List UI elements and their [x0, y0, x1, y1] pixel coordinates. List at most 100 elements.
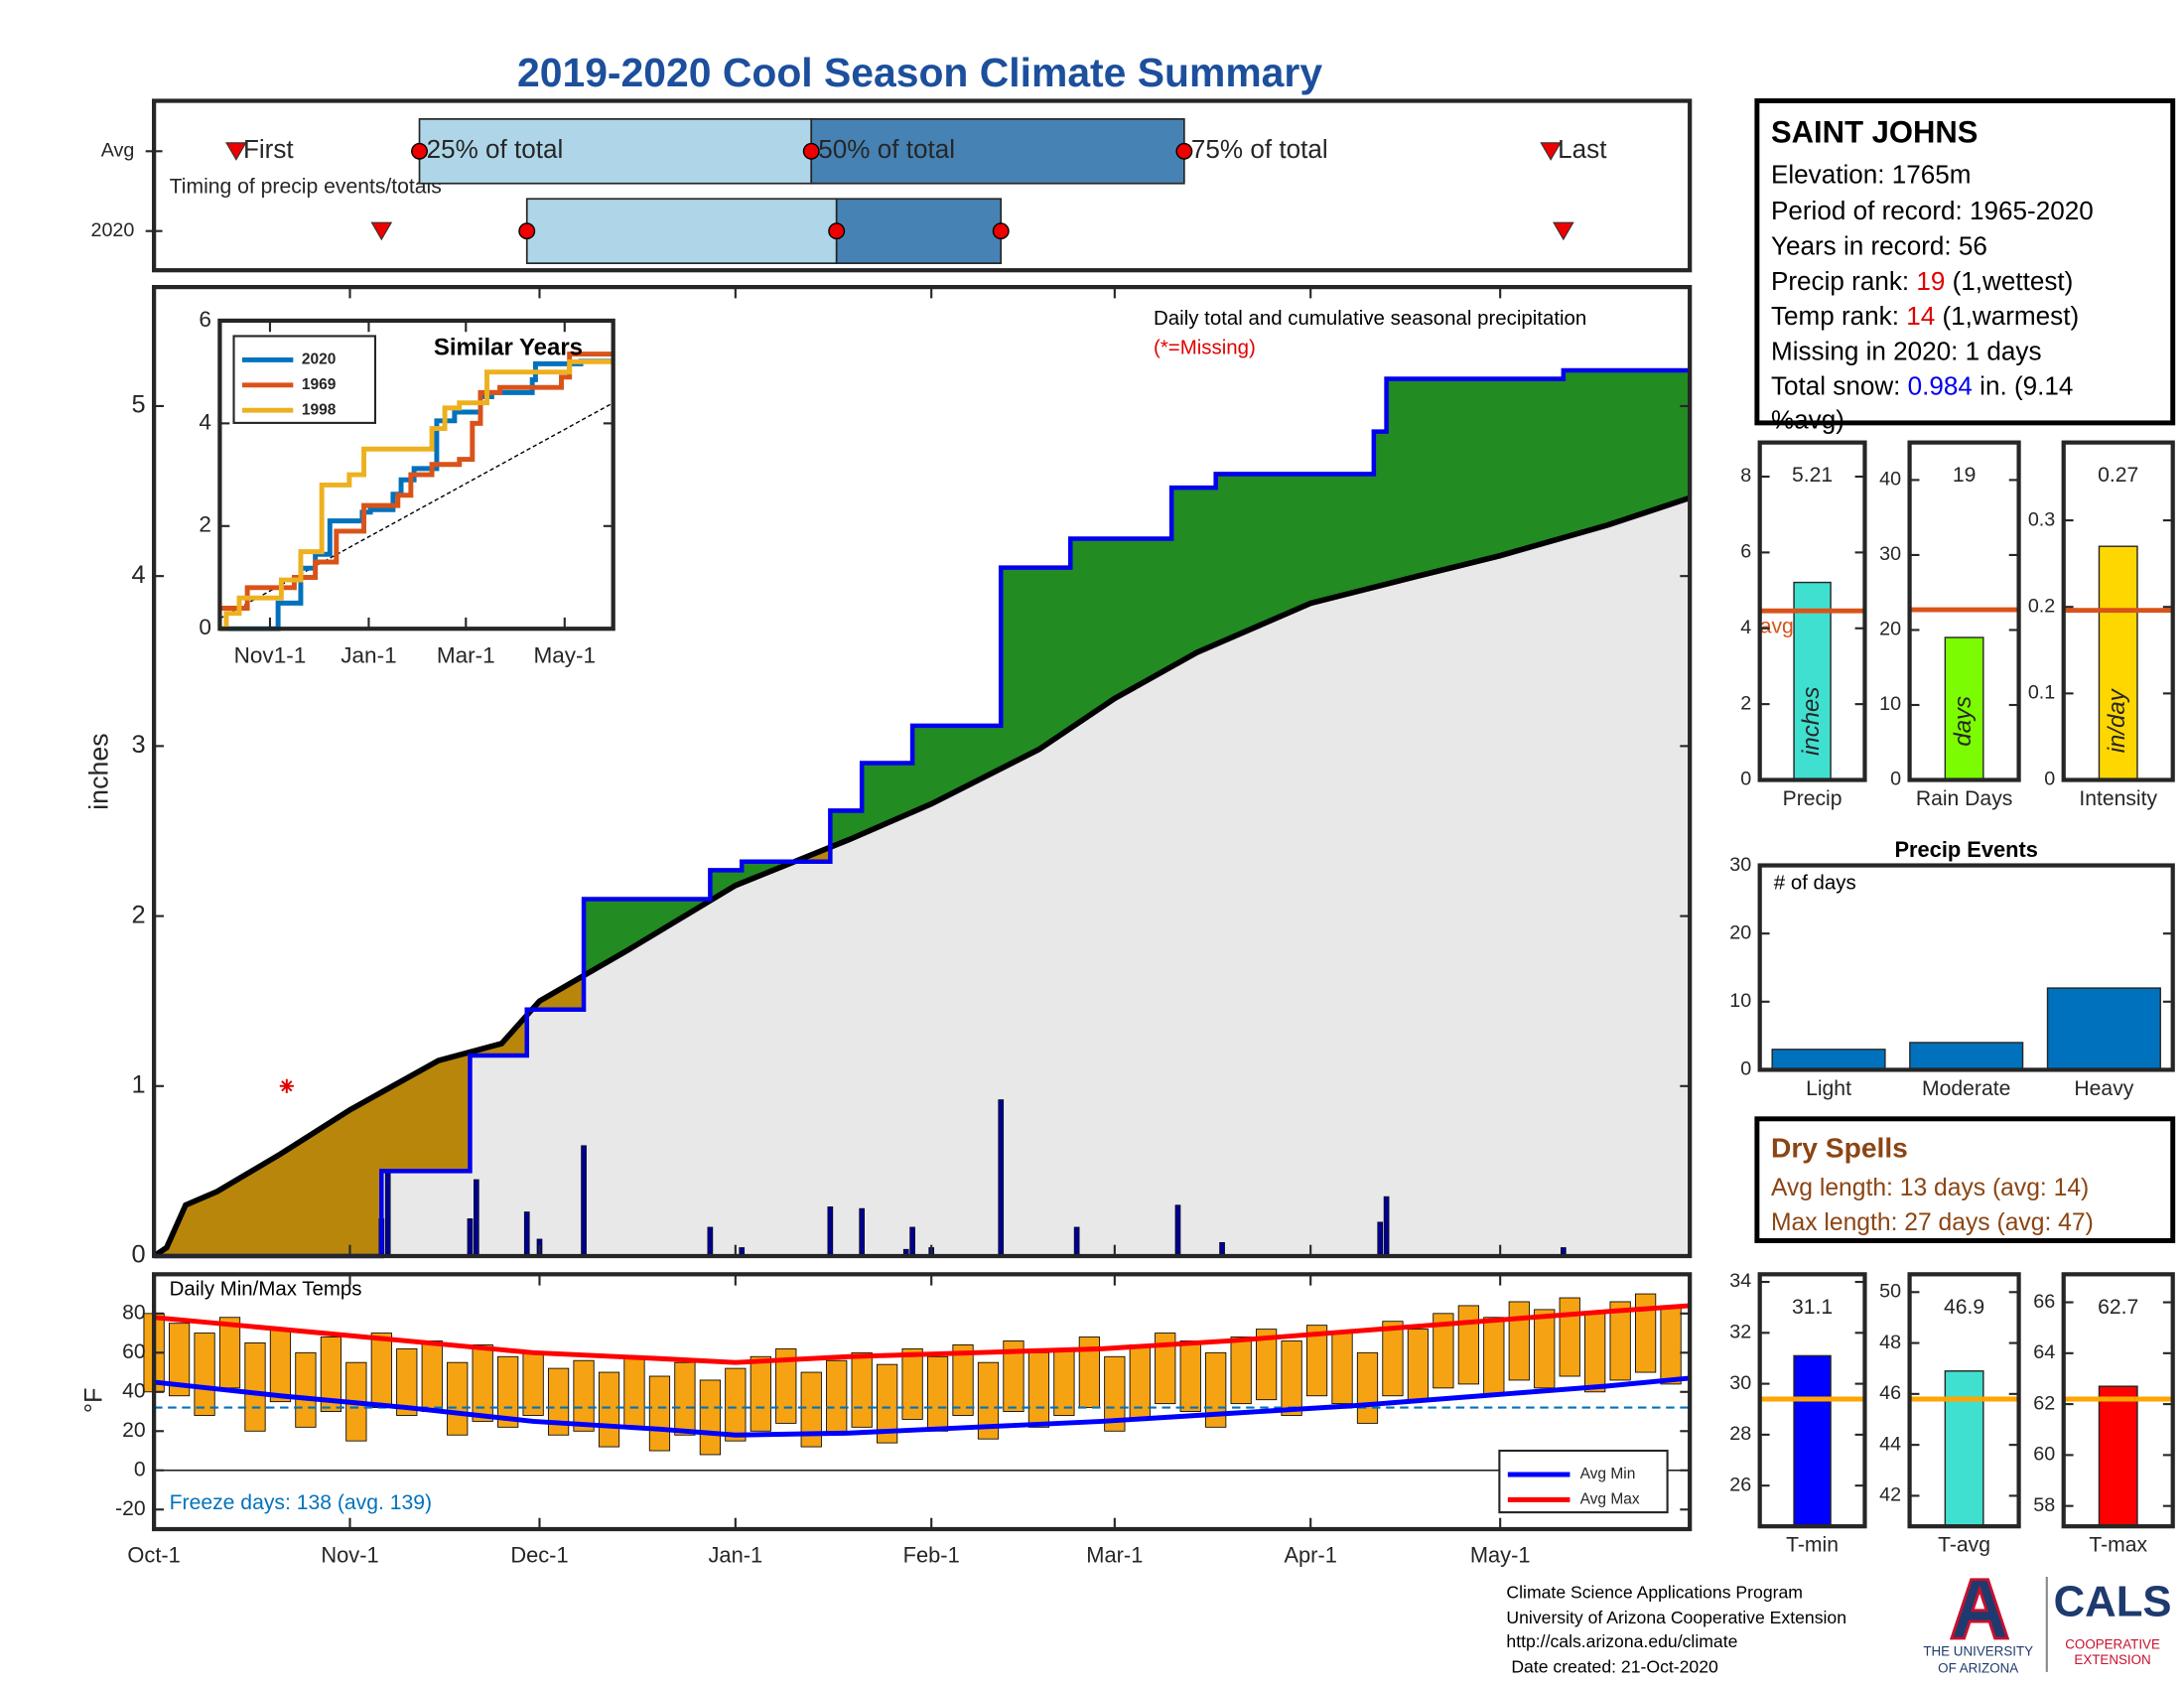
y-tick-label: 3 — [132, 731, 146, 759]
main-title: 2019-2020 Cool Season Climate Summary — [517, 50, 1322, 95]
category-label: Rain Days — [1916, 787, 2013, 810]
quartile-box — [835, 198, 1003, 264]
ua-logo — [1949, 1578, 2010, 1640]
daily-temp-bar — [1483, 1317, 1505, 1397]
panel-frame — [217, 318, 615, 632]
daily-temp-bar — [1078, 1336, 1100, 1409]
rank-value: 14 — [1906, 301, 1935, 331]
daily-temp-bar — [1559, 1297, 1580, 1377]
logo-text: OF ARIZONA — [1938, 1661, 2018, 1676]
x-tick-label: Nov-1 — [321, 1542, 378, 1567]
missing-marker — [279, 1078, 294, 1093]
y-tick-label: 50 — [1879, 1281, 1901, 1303]
quartile-marker — [992, 222, 1010, 240]
event-marker — [225, 142, 247, 161]
daily-temp-bar — [396, 1347, 418, 1416]
category-label: T-max — [2089, 1534, 2147, 1557]
daily-temp-bar — [1382, 1321, 1404, 1397]
y-tick-label: 4 — [199, 409, 211, 434]
daily-temp-bar — [851, 1351, 873, 1428]
daily-temp-bar — [1179, 1340, 1201, 1412]
bar — [1793, 581, 1832, 781]
y-tick-label: 46 — [1879, 1382, 1901, 1404]
daily-precip-bar — [467, 1218, 474, 1257]
category-label: T-avg — [1938, 1534, 1990, 1557]
info-line: Elevation: 1765m — [1771, 160, 1972, 190]
row-label: 2020 — [90, 219, 134, 241]
daily-temp-bar — [1155, 1333, 1176, 1405]
y-tick-label: 2 — [1740, 692, 1751, 714]
y-tick-label: 42 — [1879, 1484, 1901, 1506]
bar — [1909, 1042, 2024, 1071]
y-tick-label: 40 — [122, 1379, 146, 1402]
daily-temp-bar — [877, 1363, 898, 1444]
x-tick-label: Nov1-1 — [234, 642, 307, 667]
y-axis-label: inches — [84, 733, 114, 809]
y-tick-label: 0.3 — [2028, 508, 2055, 530]
quartile-marker — [411, 142, 428, 160]
daily-temp-bar — [522, 1351, 544, 1416]
y-tick-label: 30 — [1879, 543, 1901, 565]
info-line: %avg) — [1771, 404, 1844, 434]
footer-line: Date created: 21-Oct-2020 — [1506, 1656, 1718, 1676]
bar — [2098, 545, 2138, 781]
cumulative-2020-line — [154, 367, 1691, 1259]
daily-temp-bar — [674, 1361, 696, 1436]
panel-frame — [1757, 1272, 1867, 1529]
value-label: 46.9 — [1944, 1296, 1984, 1319]
legend-label: 1998 — [302, 401, 337, 418]
category-label: T-min — [1786, 1534, 1839, 1557]
y-tick-label: 32 — [1729, 1322, 1751, 1343]
value-label: 19 — [1953, 464, 1977, 487]
y-tick-label: 48 — [1879, 1332, 1901, 1353]
x-tick-label: Mar-1 — [437, 642, 495, 667]
daily-temp-bar — [1003, 1340, 1024, 1412]
bar — [1771, 1049, 1886, 1071]
bar — [1944, 1370, 1984, 1527]
value-label: 62.7 — [2098, 1296, 2138, 1319]
y-tick-label: 26 — [1729, 1474, 1751, 1495]
logo-text: THE UNIVERSITY — [1923, 1644, 2033, 1659]
daily-temp-bar — [623, 1355, 645, 1428]
daily-temp-bar — [1609, 1301, 1631, 1381]
y-tick-label: 30 — [1729, 854, 1751, 876]
category-label: Intensity — [2079, 787, 2157, 810]
value-label: 0.27 — [2098, 464, 2138, 487]
y-tick-label: 64 — [2033, 1341, 2055, 1363]
y-tick-label: 20 — [1879, 619, 1901, 640]
info-line: Temp rank: 14 (1,warmest) — [1771, 301, 2079, 331]
legend-label: 1969 — [302, 376, 337, 393]
bar — [1793, 1354, 1832, 1527]
x-tick-label: May-1 — [533, 642, 596, 667]
cumulative-average-line — [152, 494, 1692, 1259]
daily-temp-bar — [1660, 1305, 1682, 1385]
daily-temp-bar — [725, 1367, 747, 1442]
y-tick-label: 60 — [122, 1340, 146, 1363]
daily-temp-bar — [547, 1367, 570, 1436]
daily-precip-bar — [998, 1099, 1005, 1257]
y-tick-label: 10 — [1729, 990, 1751, 1012]
y-tick-label: 8 — [1740, 465, 1751, 487]
inset-title: Similar Years — [434, 334, 583, 360]
panel-frame — [152, 1272, 1693, 1532]
y-tick-label: 0 — [199, 615, 211, 639]
legend-label: Avg Max — [1580, 1490, 1640, 1507]
daily-precip-bar — [707, 1226, 714, 1257]
category-label: Moderate — [1922, 1077, 2010, 1100]
daily-temp-bar — [648, 1375, 671, 1452]
daily-temp-bar — [370, 1333, 392, 1409]
panel-frame — [1757, 440, 1867, 782]
dry-line: Avg length: 13 days (avg: 14) — [1771, 1175, 2089, 1201]
y-tick-label: 66 — [2033, 1291, 2055, 1313]
footer-line: University of Arizona Cooperative Extens… — [1506, 1608, 1846, 1627]
daily-temp-bar — [1027, 1351, 1050, 1428]
y-tick-label: 0 — [2044, 769, 2055, 790]
marker-label: 50% of total — [818, 134, 955, 164]
daily-temp-bar — [1407, 1329, 1430, 1403]
info-line: Missing in 2020: 1 days — [1771, 336, 2042, 365]
daily-precip-bar — [384, 1171, 391, 1257]
y-tick-label: 20 — [122, 1419, 146, 1442]
info-frame — [1754, 98, 2176, 426]
